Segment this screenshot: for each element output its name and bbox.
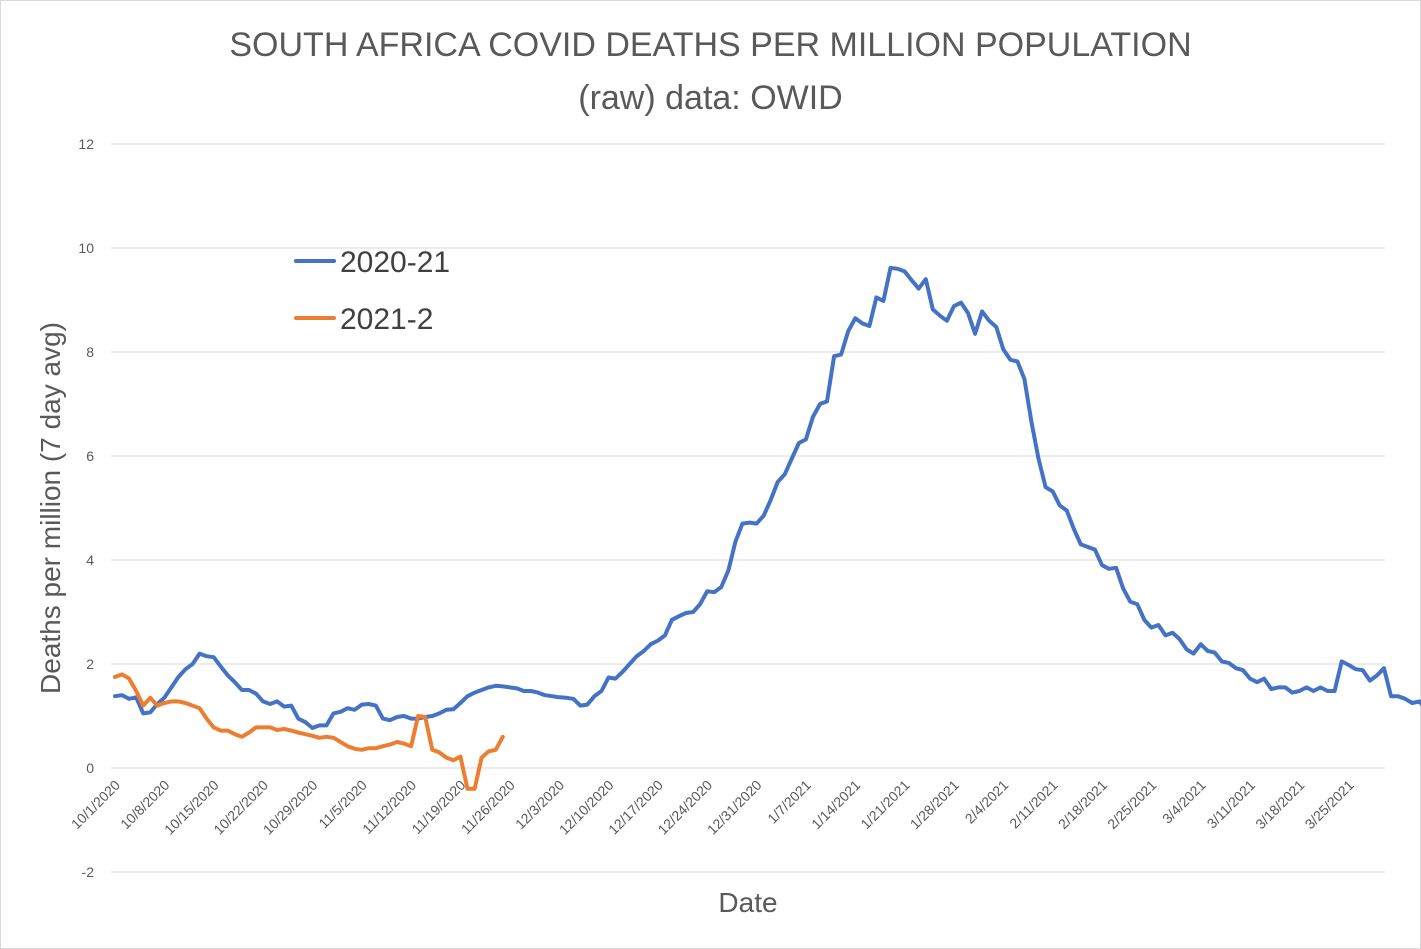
x-tick-label: 3/11/2021 (1204, 777, 1259, 832)
x-tick-label: 1/21/2021 (857, 777, 913, 833)
series-lines (113, 265, 1421, 791)
x-tick-label: 2/4/2021 (962, 777, 1012, 827)
y-tick-label: 0 (86, 760, 94, 776)
x-tick-label: 2/25/2021 (1104, 777, 1160, 833)
y-tick-label: 4 (86, 552, 94, 568)
series-line-2021-2 (113, 672, 505, 791)
y-tick-label: 8 (86, 344, 94, 360)
legend-label: 2021-2 (340, 303, 433, 336)
x-axis-tick-labels: 10/1/202010/8/202010/15/202010/22/202010… (68, 777, 1357, 838)
y-tick-label: -2 (82, 864, 95, 880)
x-tick-label: 2/18/2021 (1055, 777, 1111, 833)
legend: 2020-21 2021-2 (294, 246, 450, 336)
y-axis-title: Deaths per million (7 day avg) (35, 322, 66, 694)
y-tick-label: 2 (86, 656, 94, 672)
x-tick-label: 2/11/2021 (1006, 777, 1061, 832)
y-tick-label: 6 (86, 448, 94, 464)
x-tick-label: 3/18/2021 (1252, 777, 1308, 833)
gridlines (111, 143, 1385, 873)
x-tick-label: 1/7/2021 (764, 777, 814, 827)
legend-label: 2020-21 (340, 246, 450, 279)
chart-title-line-2: (raw) data: OWID (578, 79, 843, 117)
x-tick-label: 1/28/2021 (907, 777, 963, 833)
x-axis-title: Date (718, 887, 777, 918)
y-tick-label: 10 (78, 240, 94, 256)
x-tick-label: 10/1/2020 (68, 777, 124, 833)
x-tick-label: 3/4/2021 (1159, 777, 1209, 827)
chart-title-line-1: SOUTH AFRICA COVID DEATHS PER MILLION PO… (229, 26, 1192, 64)
series-line-2020-21 (113, 265, 1421, 730)
x-tick-label: 3/25/2021 (1302, 777, 1358, 833)
x-tick-label: 1/14/2021 (808, 777, 864, 833)
y-axis-tick-labels: -2 0 2 4 6 8 10 12 (78, 136, 94, 880)
y-tick-label: 12 (78, 136, 94, 152)
